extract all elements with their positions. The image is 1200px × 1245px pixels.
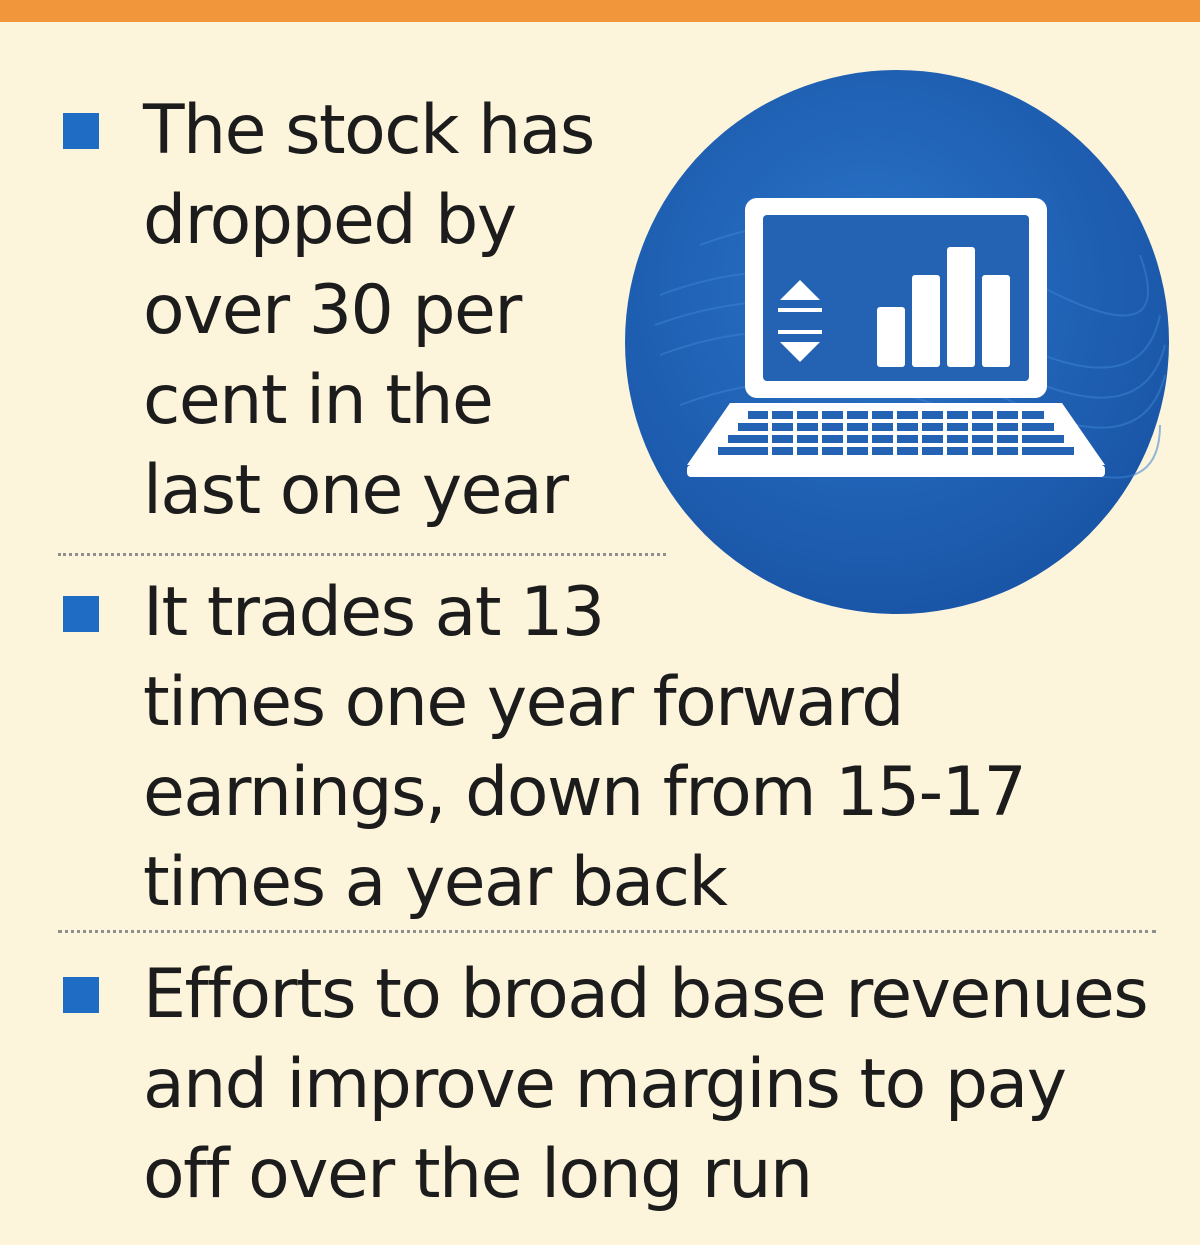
bullet-line: over 30 per: [143, 271, 522, 350]
bullet-line: cent in the: [143, 361, 494, 440]
laptop-icon-graphic: [625, 70, 1169, 614]
dotted-divider: [58, 553, 666, 556]
top-accent-bar: [0, 0, 1200, 22]
bullet-text: Efforts to broad base revenues and impro…: [143, 950, 1149, 1220]
laptop-with-bar-chart-icon: [620, 65, 1175, 620]
bullet-text: The stock has dropped by over 30 per cen…: [143, 86, 595, 536]
bullet-marker: [63, 977, 99, 1013]
bar-chart-icon: [877, 247, 1010, 367]
bullet-text: It trades at 13 times one year forward e…: [143, 568, 1027, 928]
laptop-base-edge: [687, 465, 1105, 477]
down-arrow-icon: [780, 342, 820, 362]
bullet-marker: [63, 596, 99, 632]
bullet-line: earnings, down from 15-17: [143, 753, 1027, 832]
bullet-line: off over the long run: [143, 1135, 813, 1214]
dotted-divider: [58, 930, 1156, 933]
bullet-line: It trades at 13: [143, 573, 605, 652]
bullet-line: dropped by: [143, 181, 517, 260]
bullet-marker: [63, 113, 99, 149]
bullet-line: The stock has: [143, 91, 595, 170]
up-arrow-icon: [780, 280, 820, 300]
bullet-line: last one year: [143, 451, 569, 530]
bullet-line: Efforts to broad base revenues: [143, 955, 1149, 1034]
bullet-line: and improve margins to pay: [143, 1045, 1067, 1124]
bullet-line: times one year forward: [143, 663, 904, 742]
bullet-line: times a year back: [143, 843, 728, 922]
